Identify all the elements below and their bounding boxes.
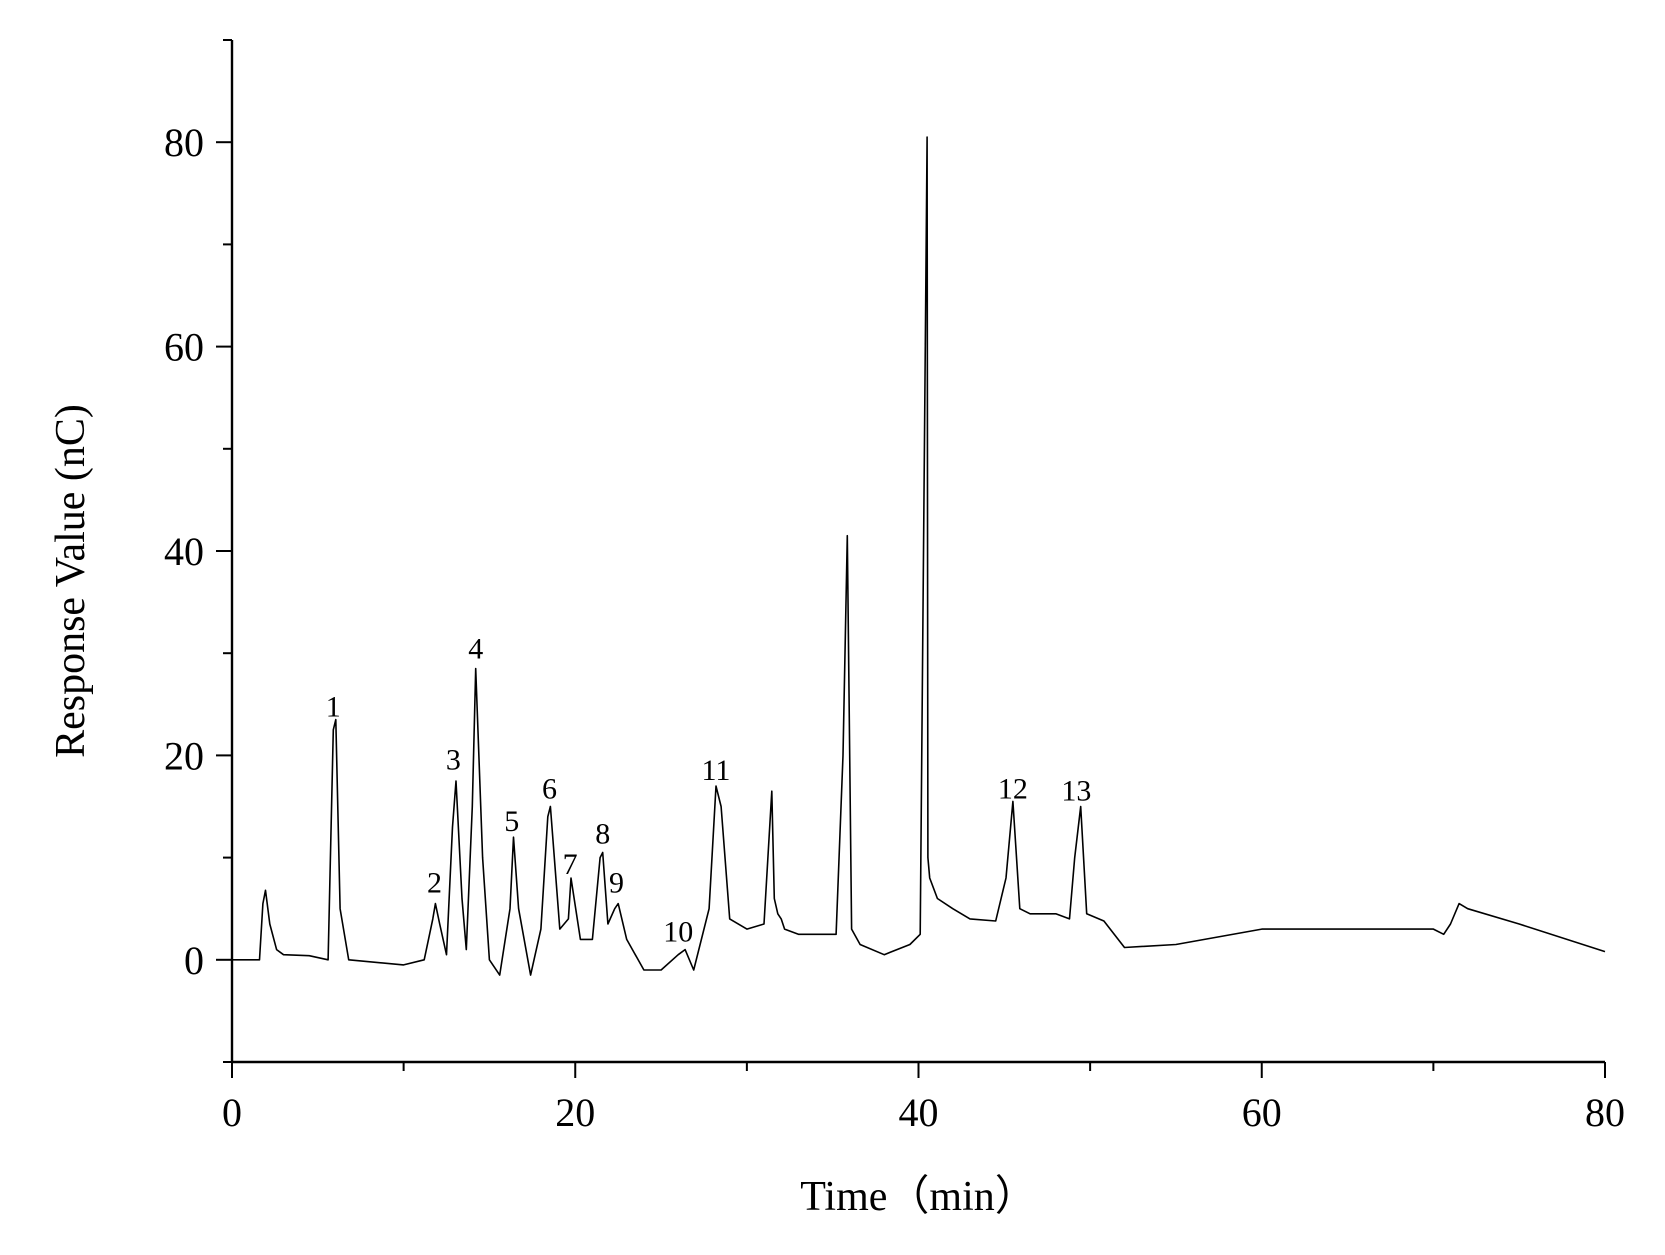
y-tick-label: 80 xyxy=(164,120,204,165)
peak-label: 6 xyxy=(542,772,557,805)
peak-label: 5 xyxy=(504,805,519,838)
x-tick-label: 60 xyxy=(1242,1090,1282,1135)
peak-label: 7 xyxy=(563,848,578,881)
peak-label: 10 xyxy=(663,915,693,948)
peak-label: 3 xyxy=(446,744,461,777)
x-tick-label: 80 xyxy=(1585,1090,1625,1135)
x-axis-title: Time（min） xyxy=(800,1174,1037,1220)
y-axis-title: Response Value (nC) xyxy=(48,404,94,758)
peak-label: 8 xyxy=(595,817,610,850)
peak-label: 1 xyxy=(326,691,341,724)
axes xyxy=(230,40,1605,1064)
y-tick-label: 20 xyxy=(164,733,204,778)
ticks xyxy=(216,39,1606,1078)
y-tick-label: 60 xyxy=(164,325,204,370)
peak-label: 2 xyxy=(427,866,442,899)
peak-label: 9 xyxy=(609,866,624,899)
x-tick-label: 20 xyxy=(555,1090,595,1135)
peak-label: 4 xyxy=(468,632,483,665)
y-tick-label: 40 xyxy=(164,529,204,574)
peak-label: 12 xyxy=(998,772,1028,805)
peak-label: 11 xyxy=(702,754,731,787)
x-tick-label: 40 xyxy=(899,1090,939,1135)
tick-labels: 0 20 40 60 80 0 20 40 60 80 xyxy=(164,120,1625,1135)
x-tick-label: 0 xyxy=(222,1090,242,1135)
chromatogram-trace xyxy=(232,136,1606,976)
peak-label: 13 xyxy=(1061,774,1091,807)
y-tick-label: 0 xyxy=(184,938,204,983)
